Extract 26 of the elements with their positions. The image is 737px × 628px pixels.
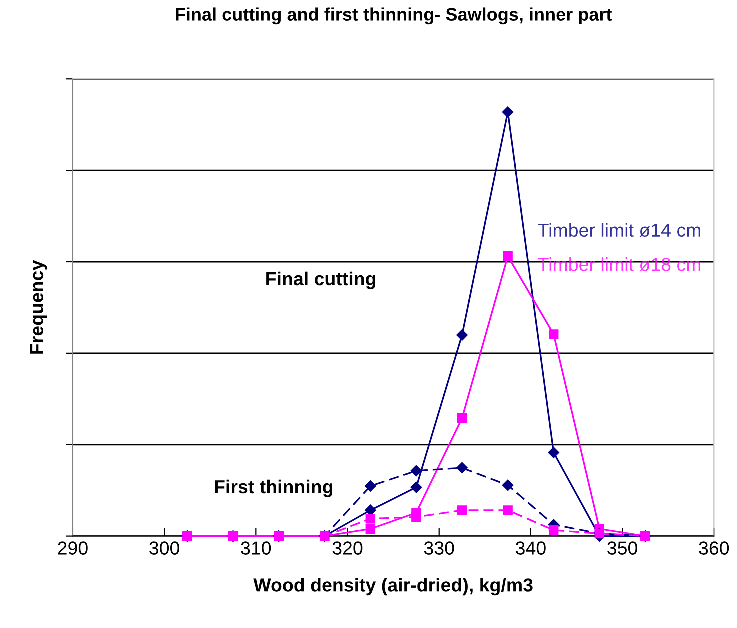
x-axis-title: Wood density (air-dried), kg/m3 (254, 578, 533, 596)
x-tick-label: 360 (699, 542, 730, 555)
point (366, 524, 376, 534)
annotation: First thinning (215, 480, 333, 498)
point (502, 106, 514, 118)
x-tick-label: 300 (150, 542, 180, 555)
point (365, 480, 376, 492)
point (548, 330, 559, 340)
x-tick-label: 320 (332, 542, 363, 555)
x-tick-label: 330 (424, 542, 454, 555)
point (410, 482, 422, 494)
y-axis-title: Frequency (30, 260, 48, 354)
point (502, 480, 514, 492)
x-tick-label: 340 (516, 542, 546, 555)
chart-title: Final cutting and first thinning- Sawlogs, inner part (176, 8, 612, 25)
point (457, 414, 468, 424)
point (548, 447, 560, 458)
point (410, 465, 422, 477)
point (503, 252, 513, 262)
annotation: Final cutting (266, 272, 376, 290)
x-tick-label: 310 (241, 542, 272, 555)
x-tick-label: 290 (58, 542, 88, 555)
point (456, 462, 468, 474)
series-label: Timber limit ø14 cm (538, 223, 700, 238)
point (456, 330, 468, 341)
x-tick-label: 350 (608, 542, 638, 555)
